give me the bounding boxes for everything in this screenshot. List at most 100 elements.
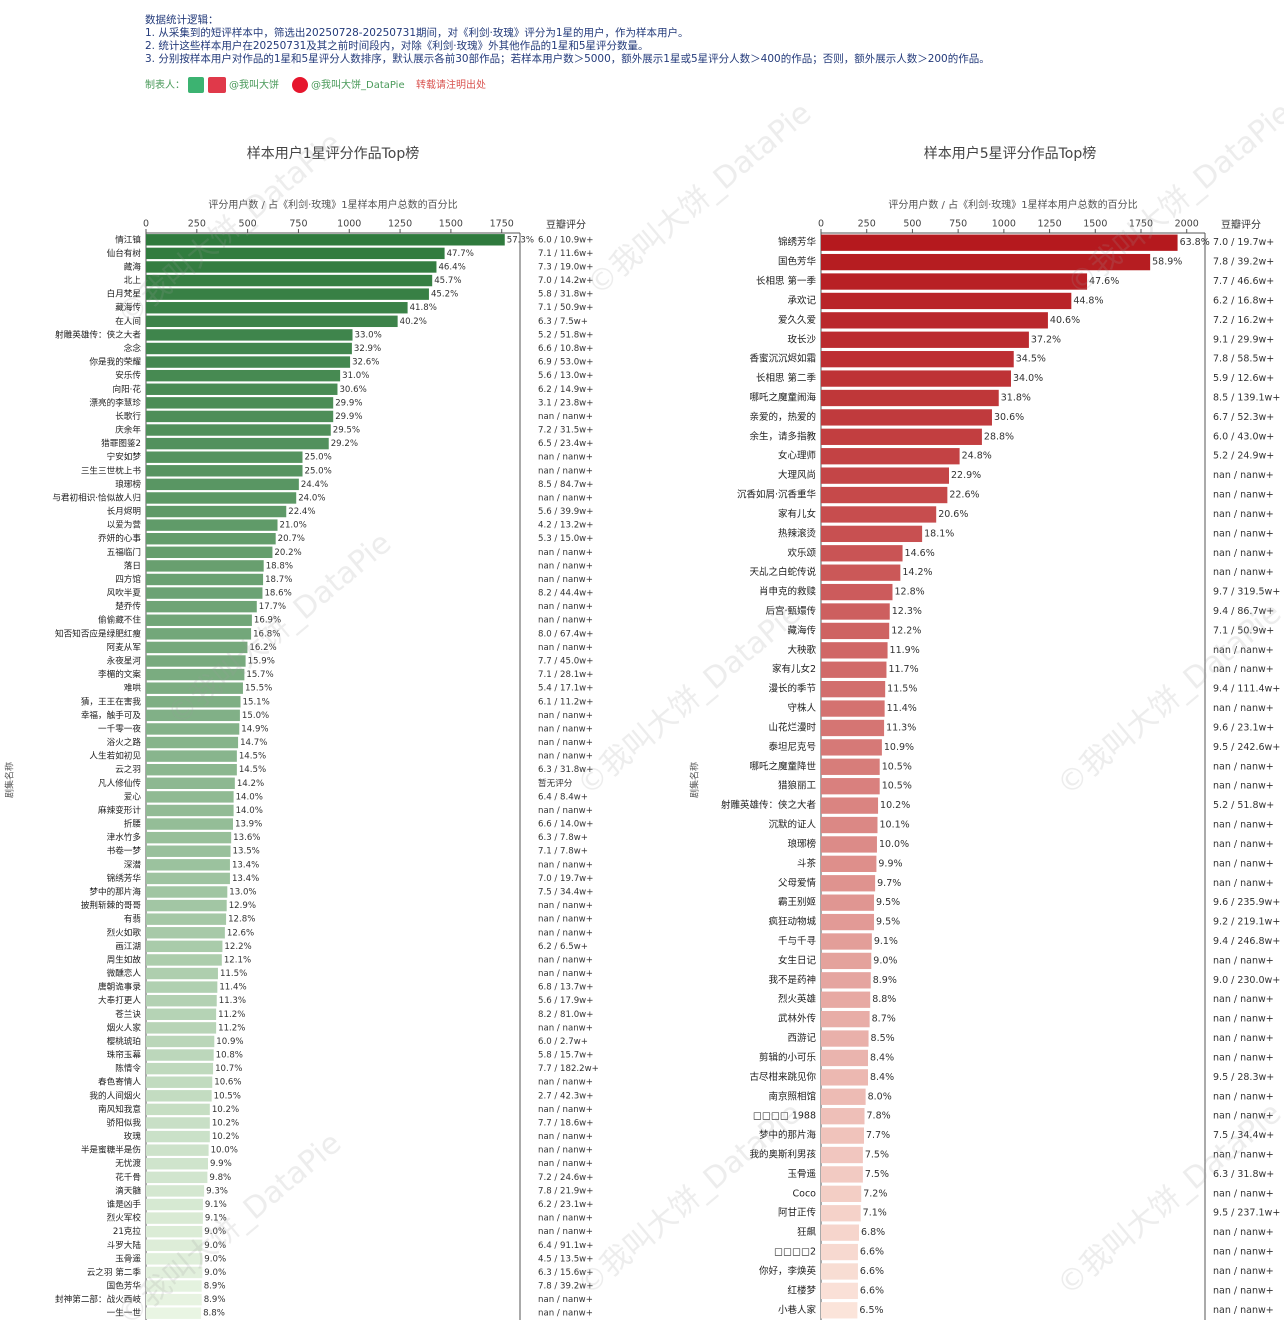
data-label: 14.2%: [902, 567, 932, 578]
douban-score: nan / nanw+: [1213, 509, 1274, 520]
category-label: 春色寄情人: [98, 1076, 141, 1088]
bar: [821, 816, 878, 834]
data-label: 9.1%: [874, 936, 898, 947]
data-label: 30.6%: [994, 412, 1024, 423]
bar: [146, 1225, 203, 1238]
douban-score: 9.0 / 230.0w+: [1213, 975, 1280, 986]
category-label: 猜，王王在害我: [81, 695, 142, 707]
x-tick-label: 1750: [490, 219, 514, 230]
data-label: 15.0%: [242, 711, 269, 721]
douban-score: nan / nanw+: [538, 602, 593, 612]
category-label: 乔妍的心事: [98, 532, 141, 544]
category-label: 津水竹多: [107, 831, 142, 843]
bar: [146, 288, 429, 300]
category-label: 向阳·花: [112, 383, 141, 395]
bar: [821, 855, 877, 873]
douban-score: 6.0 / 43.0w+: [1213, 431, 1274, 442]
douban-score: nan / nanw+: [1213, 955, 1274, 966]
data-label: 47.7%: [447, 249, 474, 259]
bar: [821, 564, 901, 581]
douban-score: nan / nanw+: [1213, 994, 1274, 1005]
douban-score: 6.4 / 91.1w+: [538, 1241, 593, 1251]
category-label: 云之羽: [115, 763, 141, 775]
bar: [146, 736, 239, 749]
data-label: 32.6%: [352, 358, 379, 368]
category-label: 玫瑰: [124, 1130, 142, 1142]
category-label: 斗茶: [797, 857, 817, 869]
data-label: 18.8%: [266, 561, 293, 571]
category-label: 画江湖: [115, 941, 141, 952]
category-label: 热辣滚烫: [778, 527, 817, 539]
header-line: 1. 从采集到的短评样本中，筛选出20250728-20250731期间，对《利…: [145, 26, 689, 39]
bar: [821, 1263, 858, 1280]
douban-score: nan / nanw+: [538, 1309, 593, 1319]
category-label: 斗罗大陆: [107, 1239, 142, 1251]
category-label: 长月烬明: [107, 505, 141, 517]
bar: [146, 1008, 217, 1020]
data-label: 29.5%: [333, 426, 360, 436]
data-label: 11.5%: [887, 684, 917, 695]
icon: [292, 77, 308, 93]
data-label: 34.0%: [1013, 373, 1043, 384]
bar: [146, 1307, 202, 1319]
x-axis-label: 评分用户数 / 占《利剑·玫瑰》1星样本用户总数的百分比: [208, 198, 457, 211]
douban-score: 8.2 / 81.0w+: [538, 1010, 593, 1020]
category-label: 一生一世: [107, 1307, 142, 1319]
data-label: 15.5%: [245, 684, 272, 694]
douban-score: 7.2 / 24.6w+: [538, 1173, 593, 1183]
douban-score: 7.0 / 14.2w+: [538, 276, 593, 286]
douban-score: nan / nanw+: [538, 738, 593, 748]
data-label: 14.5%: [239, 752, 266, 762]
category-label: 锦绣芳华: [778, 236, 817, 248]
bar: [821, 991, 871, 1008]
icon: [188, 77, 204, 93]
data-label: 10.5%: [882, 781, 912, 792]
category-label: □□□□2: [774, 1247, 816, 1258]
bar: [146, 410, 334, 423]
bar: [146, 1090, 212, 1102]
bar: [146, 1212, 203, 1224]
douban-score: nan / nanw+: [538, 643, 593, 653]
data-label: 15.1%: [243, 697, 270, 707]
x-tick-label: 1250: [388, 219, 412, 230]
data-label: 29.9%: [335, 412, 362, 422]
data-label: 10.2%: [212, 1118, 239, 1128]
data-label: 10.2%: [212, 1105, 239, 1115]
category-label: 亲爱的，热爱的: [749, 411, 816, 423]
data-label: 14.0%: [236, 806, 263, 816]
category-label: 国色芳华: [778, 256, 817, 268]
bar: [146, 1253, 203, 1265]
bar: [146, 1158, 208, 1170]
category-label: 一千零一夜: [98, 722, 141, 734]
category-label: 难哄: [124, 682, 142, 694]
douban-score: 9.7 / 319.5w+: [1213, 587, 1280, 598]
bar: [146, 1022, 217, 1034]
douban-score: 5.4 / 17.1w+: [538, 684, 593, 694]
data-label: 25.0%: [305, 466, 332, 476]
data-label: 31.8%: [1001, 392, 1031, 403]
douban-score: nan / nanw+: [538, 711, 593, 721]
bar: [146, 696, 241, 708]
data-label: 11.7%: [888, 664, 918, 675]
bar: [146, 886, 228, 898]
category-label: 21克拉: [113, 1225, 142, 1237]
douban-score: nan / nanw+: [1213, 664, 1274, 675]
bar: [146, 723, 240, 735]
douban-score: nan / nanw+: [538, 752, 593, 762]
bar: [146, 1035, 215, 1048]
bar: [821, 1088, 866, 1105]
category-label: 花千骨: [115, 1171, 141, 1183]
category-label: 琅琊榜: [115, 478, 141, 490]
data-label: 41.8%: [410, 303, 437, 313]
bar: [146, 1198, 203, 1211]
douban-score: 7.2 / 16.2w+: [1213, 315, 1274, 326]
category-label: 有翡: [124, 913, 142, 925]
bar: [821, 1010, 870, 1028]
bar: [821, 253, 1151, 271]
douban-score: 5.6 / 13.0w+: [538, 371, 593, 381]
bar: [146, 1266, 203, 1279]
data-label: 9.0%: [204, 1254, 226, 1264]
douban-score: 7.1 / 28.1w+: [538, 670, 593, 680]
category-label: 沉香如屑·沉香重华: [737, 489, 817, 501]
